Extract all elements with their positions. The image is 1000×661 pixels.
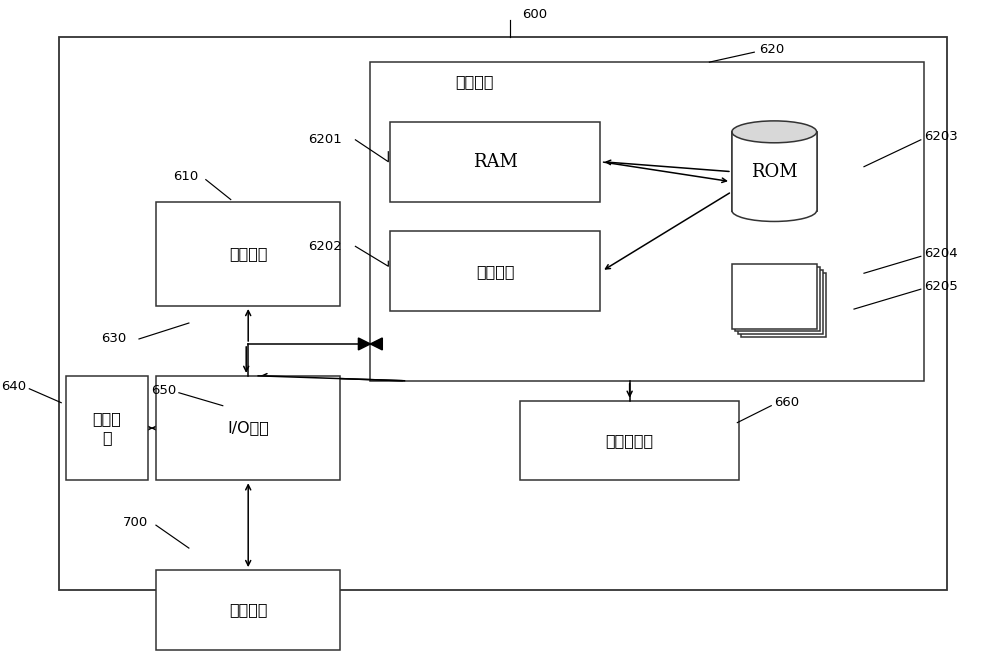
Bar <box>732 132 817 210</box>
Text: 620: 620 <box>759 43 785 56</box>
Bar <box>370 62 924 381</box>
Text: 显示单
元: 显示单 元 <box>93 410 122 446</box>
Text: RAM: RAM <box>473 153 517 171</box>
Polygon shape <box>370 338 382 350</box>
Text: 630: 630 <box>101 332 126 346</box>
Text: I/O接口: I/O接口 <box>227 420 269 436</box>
Text: 存储单元: 存储单元 <box>455 75 494 89</box>
Bar <box>156 202 340 306</box>
Text: 6205: 6205 <box>924 280 958 293</box>
Text: 6201: 6201 <box>309 134 342 146</box>
Bar <box>59 37 947 590</box>
Text: 6202: 6202 <box>309 240 342 253</box>
Text: 640: 640 <box>1 380 27 393</box>
Text: 处理单元: 处理单元 <box>229 247 267 261</box>
Bar <box>390 122 600 202</box>
Text: 660: 660 <box>774 396 799 409</box>
Bar <box>156 376 340 481</box>
Polygon shape <box>358 338 370 350</box>
Bar <box>66 376 148 481</box>
Ellipse shape <box>732 121 817 143</box>
Text: 高速缓存: 高速缓存 <box>476 264 514 279</box>
Text: 6203: 6203 <box>924 130 958 143</box>
Bar <box>732 264 817 329</box>
Text: ROM: ROM <box>751 163 798 180</box>
Text: 网络适配器: 网络适配器 <box>606 433 654 448</box>
Text: 700: 700 <box>123 516 148 529</box>
Bar <box>520 401 739 481</box>
FancyBboxPatch shape <box>732 132 817 221</box>
Bar <box>156 570 340 650</box>
Bar <box>735 267 820 332</box>
Text: 外部设备: 外部设备 <box>229 602 267 617</box>
Text: 600: 600 <box>522 8 547 21</box>
Text: 6204: 6204 <box>924 247 957 260</box>
Text: 610: 610 <box>173 170 198 183</box>
Bar <box>390 231 600 311</box>
Text: 650: 650 <box>151 384 176 397</box>
Bar <box>738 270 823 334</box>
Bar <box>741 273 826 338</box>
